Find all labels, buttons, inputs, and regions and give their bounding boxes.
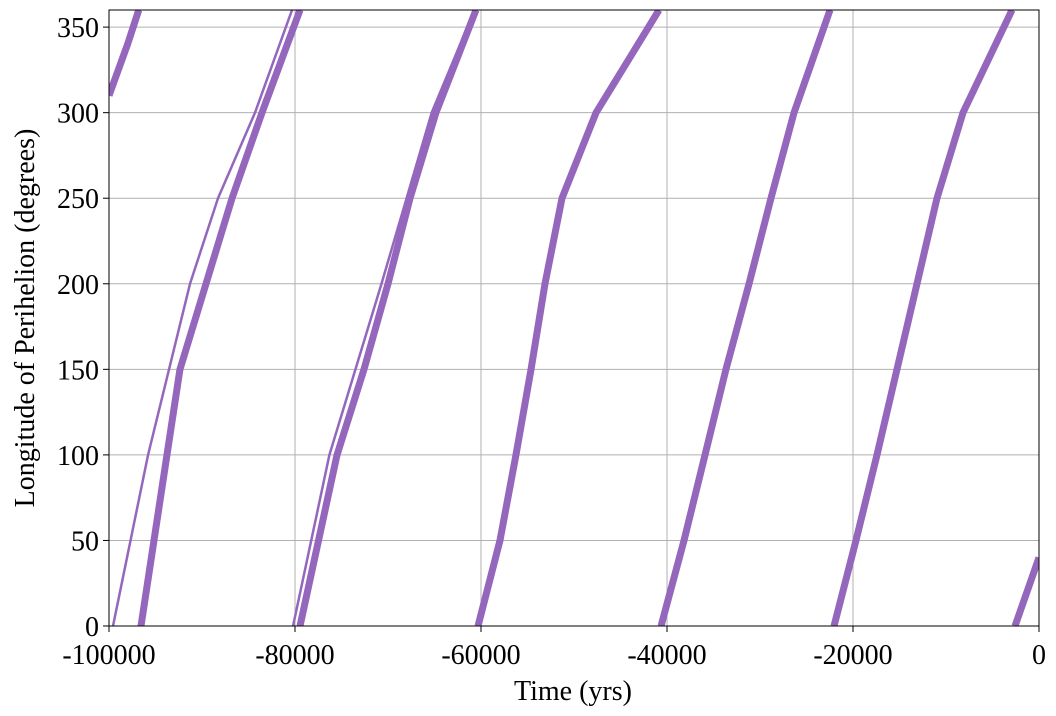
x-tick-label: -40000 — [627, 640, 706, 671]
x-axis-label: Time (yrs) — [514, 676, 632, 707]
x-tick-label: -80000 — [255, 640, 334, 671]
y-tick-label: 100 — [57, 441, 99, 472]
y-tick-label: 250 — [57, 184, 99, 215]
series-line — [111, 10, 476, 626]
x-tick-label: 0 — [1032, 640, 1046, 671]
y-tick-label: 0 — [85, 612, 99, 643]
x-tick-label: -60000 — [441, 640, 520, 671]
series-line — [109, 10, 1039, 626]
y-tick-label: 50 — [71, 526, 99, 557]
x-tick-label: -20000 — [813, 640, 892, 671]
y-tick-label: 150 — [57, 355, 99, 386]
plot-frame — [108, 9, 1040, 627]
x-tick-label: -100000 — [62, 640, 155, 671]
y-tick-label: 300 — [57, 99, 99, 130]
y-axis-label: Longitude of Perihelion (degrees) — [10, 129, 41, 508]
y-tick-label: 200 — [57, 270, 99, 301]
y-tick-label: 350 — [57, 13, 99, 44]
